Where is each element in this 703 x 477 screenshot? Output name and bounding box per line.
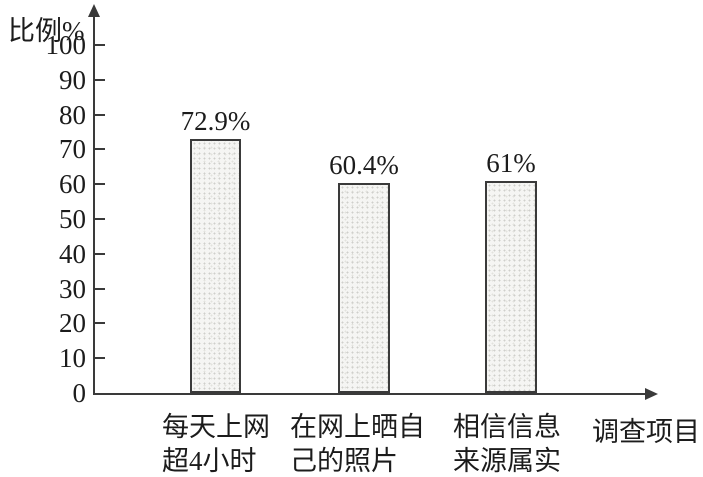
category-label-line: 己的照片 <box>290 446 398 476</box>
y-tick-label: 20 <box>59 308 86 338</box>
x-axis-arrow-icon <box>645 388 658 400</box>
y-tick-label: 90 <box>59 65 86 95</box>
category-label: 每天上网超4小时 <box>162 410 270 477</box>
category-label: 在网上晒自 己的照片 <box>290 410 425 477</box>
y-tick-mark <box>95 357 105 359</box>
y-tick-mark <box>95 322 105 324</box>
category-label-line: 在网上晒自 <box>290 412 425 442</box>
y-tick-mark <box>95 44 105 46</box>
y-tick-mark <box>95 288 105 290</box>
x-axis-title: 调查项目 <box>592 417 700 447</box>
y-tick-mark <box>95 114 105 116</box>
y-tick-label: 60 <box>59 169 86 199</box>
y-axis-title: 比例% <box>8 16 85 46</box>
category-label-line: 超4小时 <box>162 446 257 476</box>
category-label: 相信信息 来源属实 <box>453 410 561 477</box>
y-tick-label: 0 <box>72 378 87 408</box>
y-axis-line <box>93 16 95 395</box>
category-label-line: 相信信息 <box>453 412 561 442</box>
y-tick-label: 50 <box>59 204 86 234</box>
bar-1 <box>190 139 241 393</box>
y-axis-arrow-icon <box>88 4 100 17</box>
y-tick-label: 30 <box>59 274 86 304</box>
category-label-line: 来源属实 <box>453 446 561 476</box>
bar-3 <box>485 181 537 393</box>
bar-2 <box>338 183 390 393</box>
bar-value-label: 61% <box>486 148 536 178</box>
y-tick-mark <box>95 218 105 220</box>
bar-value-label: 60.4% <box>329 150 399 180</box>
category-label-line: 每天上网 <box>162 412 270 442</box>
y-tick-label: 80 <box>59 100 86 130</box>
y-tick-mark <box>95 148 105 150</box>
y-tick-label: 70 <box>59 134 86 164</box>
bar-value-label: 72.9% <box>180 106 251 136</box>
y-tick-mark <box>95 183 105 185</box>
y-tick-label: 100 <box>45 30 87 60</box>
y-tick-mark <box>95 79 105 81</box>
y-tick-label: 40 <box>59 239 86 269</box>
x-axis-line <box>93 393 646 395</box>
y-tick-mark <box>95 253 105 255</box>
y-tick-label: 10 <box>59 343 86 373</box>
